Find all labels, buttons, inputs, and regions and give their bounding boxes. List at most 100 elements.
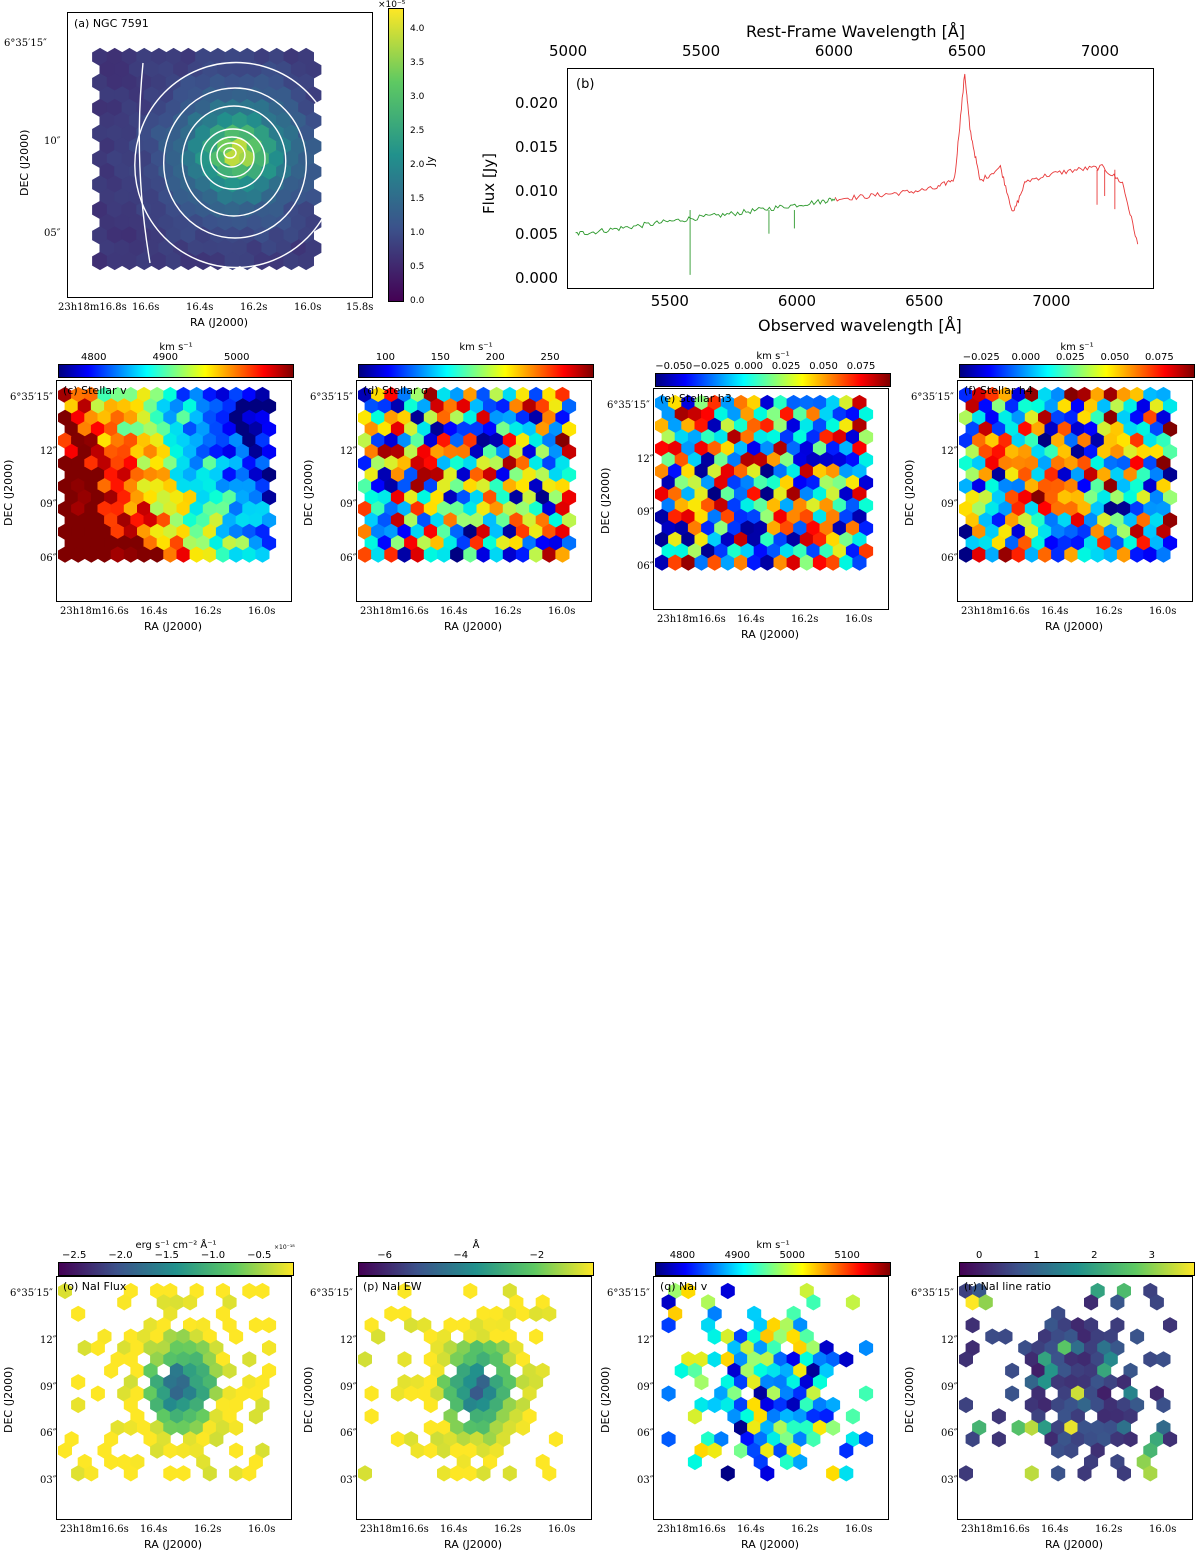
hex-bin bbox=[202, 111, 219, 130]
ra-tick: 23h18m16.6s bbox=[961, 606, 1030, 617]
hex-bin bbox=[189, 1282, 204, 1300]
hex-bin bbox=[195, 73, 211, 92]
hex-bin bbox=[1103, 386, 1118, 404]
y-axis-label: DEC (J2000) bbox=[2, 1366, 15, 1433]
hex-bin bbox=[786, 463, 801, 480]
top-axis-ticks: 5000 5500 6000 6500 7000 bbox=[549, 42, 1154, 64]
colorbar-tick: 1.0 bbox=[410, 228, 425, 238]
hex-bin bbox=[364, 421, 379, 438]
hex-bin bbox=[202, 478, 217, 495]
hex-bin bbox=[417, 421, 432, 438]
hex-bin bbox=[1038, 455, 1052, 472]
hex-bin bbox=[254, 200, 270, 220]
hex-map bbox=[959, 1282, 1178, 1482]
y-tick: 0.020 bbox=[515, 94, 558, 113]
dec-tick: 06″ bbox=[40, 1428, 57, 1440]
hex-bin bbox=[404, 443, 419, 461]
hex-bin bbox=[128, 111, 145, 130]
colorbar bbox=[655, 373, 891, 387]
hex-bin bbox=[463, 546, 478, 563]
hex-bin bbox=[450, 1351, 465, 1368]
hex-bin bbox=[502, 1374, 517, 1391]
hex-bin bbox=[859, 1431, 874, 1448]
hex-bin bbox=[661, 1385, 676, 1402]
hex-bin bbox=[450, 432, 465, 449]
hex-bin bbox=[839, 463, 854, 480]
hex-bin bbox=[384, 409, 399, 426]
hex-bin bbox=[496, 512, 511, 529]
ra-tick: 16.2s bbox=[194, 606, 222, 617]
hex-bin bbox=[209, 489, 224, 506]
hex-bin bbox=[123, 1396, 138, 1414]
hex-bin bbox=[661, 1294, 676, 1311]
hex-bin bbox=[753, 1339, 768, 1357]
hex-bin bbox=[845, 520, 860, 537]
hex-bin bbox=[130, 1362, 145, 1379]
hex-bin bbox=[727, 474, 742, 491]
hex-bin bbox=[84, 1465, 99, 1482]
hex-bin bbox=[239, 124, 256, 143]
hex-bin bbox=[793, 1385, 808, 1402]
hex-bin bbox=[456, 421, 471, 438]
hex-bin bbox=[780, 543, 795, 560]
hex-bin bbox=[390, 1431, 405, 1448]
hex-bin bbox=[753, 406, 768, 423]
dec-tick: 09″ bbox=[340, 499, 357, 511]
hex-bin bbox=[747, 1351, 762, 1368]
hex-bin bbox=[753, 1385, 768, 1402]
hex-bin bbox=[734, 1351, 748, 1368]
hex-bin bbox=[209, 1431, 224, 1448]
hex-bin bbox=[202, 1465, 217, 1482]
colorbar-tick: 4900 bbox=[724, 1250, 751, 1261]
hex-bin bbox=[371, 432, 386, 449]
colorbar-tick: 1.5 bbox=[410, 194, 425, 204]
hex-bin bbox=[760, 394, 775, 412]
hex-bin bbox=[242, 386, 257, 404]
hex-bin bbox=[1149, 443, 1164, 461]
ra-tick: 23h18m16.6s bbox=[657, 614, 726, 625]
hex-bin bbox=[707, 1328, 722, 1345]
hex-bin bbox=[255, 1374, 270, 1391]
hex-bin bbox=[1143, 1465, 1158, 1482]
hex-bin bbox=[64, 489, 79, 506]
hex-bin bbox=[1090, 432, 1105, 449]
hex-bin bbox=[176, 500, 191, 518]
hex-bin bbox=[430, 1385, 445, 1402]
hex-bin bbox=[229, 409, 244, 426]
hex-bin bbox=[1077, 1351, 1092, 1368]
hex-bin bbox=[812, 1419, 827, 1436]
hex-bin bbox=[483, 1431, 498, 1448]
dec-tick: 12″ bbox=[941, 1334, 958, 1346]
hex-bin bbox=[1064, 500, 1079, 518]
hex-bin bbox=[246, 188, 263, 207]
hex-bin bbox=[217, 188, 233, 207]
hex-bin bbox=[965, 466, 980, 483]
colorbar-unit: km s⁻¹ bbox=[159, 342, 193, 353]
hex-bin bbox=[450, 409, 465, 426]
hex-bin bbox=[483, 1339, 498, 1357]
hex-bin bbox=[1051, 432, 1066, 449]
hex-bin bbox=[169, 443, 184, 461]
hex-bin bbox=[1077, 500, 1092, 518]
hex-bin bbox=[845, 474, 860, 491]
hex-bin bbox=[298, 47, 314, 67]
hex-bin bbox=[222, 421, 237, 438]
hex-bin bbox=[110, 1351, 125, 1368]
hex-bin bbox=[130, 535, 145, 552]
dec-tick: 12″ bbox=[40, 445, 57, 457]
x-axis-label: RA (J2000) bbox=[190, 316, 249, 329]
hex-bin bbox=[522, 466, 537, 483]
hex-bin bbox=[714, 497, 729, 514]
colorbar-tick: −4 bbox=[453, 1250, 469, 1261]
hex-bin bbox=[674, 1362, 689, 1379]
hex-bin bbox=[1084, 535, 1099, 552]
hex-bin bbox=[404, 1431, 419, 1448]
hex-bin bbox=[747, 417, 762, 434]
hex-bin bbox=[773, 508, 788, 526]
hex-bin bbox=[176, 546, 191, 563]
hex-bin bbox=[681, 554, 696, 571]
hex-bin bbox=[483, 443, 498, 461]
hex-bin bbox=[502, 455, 517, 472]
dec-tick: 6°35′15″ bbox=[607, 1288, 650, 1299]
hex-bin bbox=[1031, 535, 1046, 552]
